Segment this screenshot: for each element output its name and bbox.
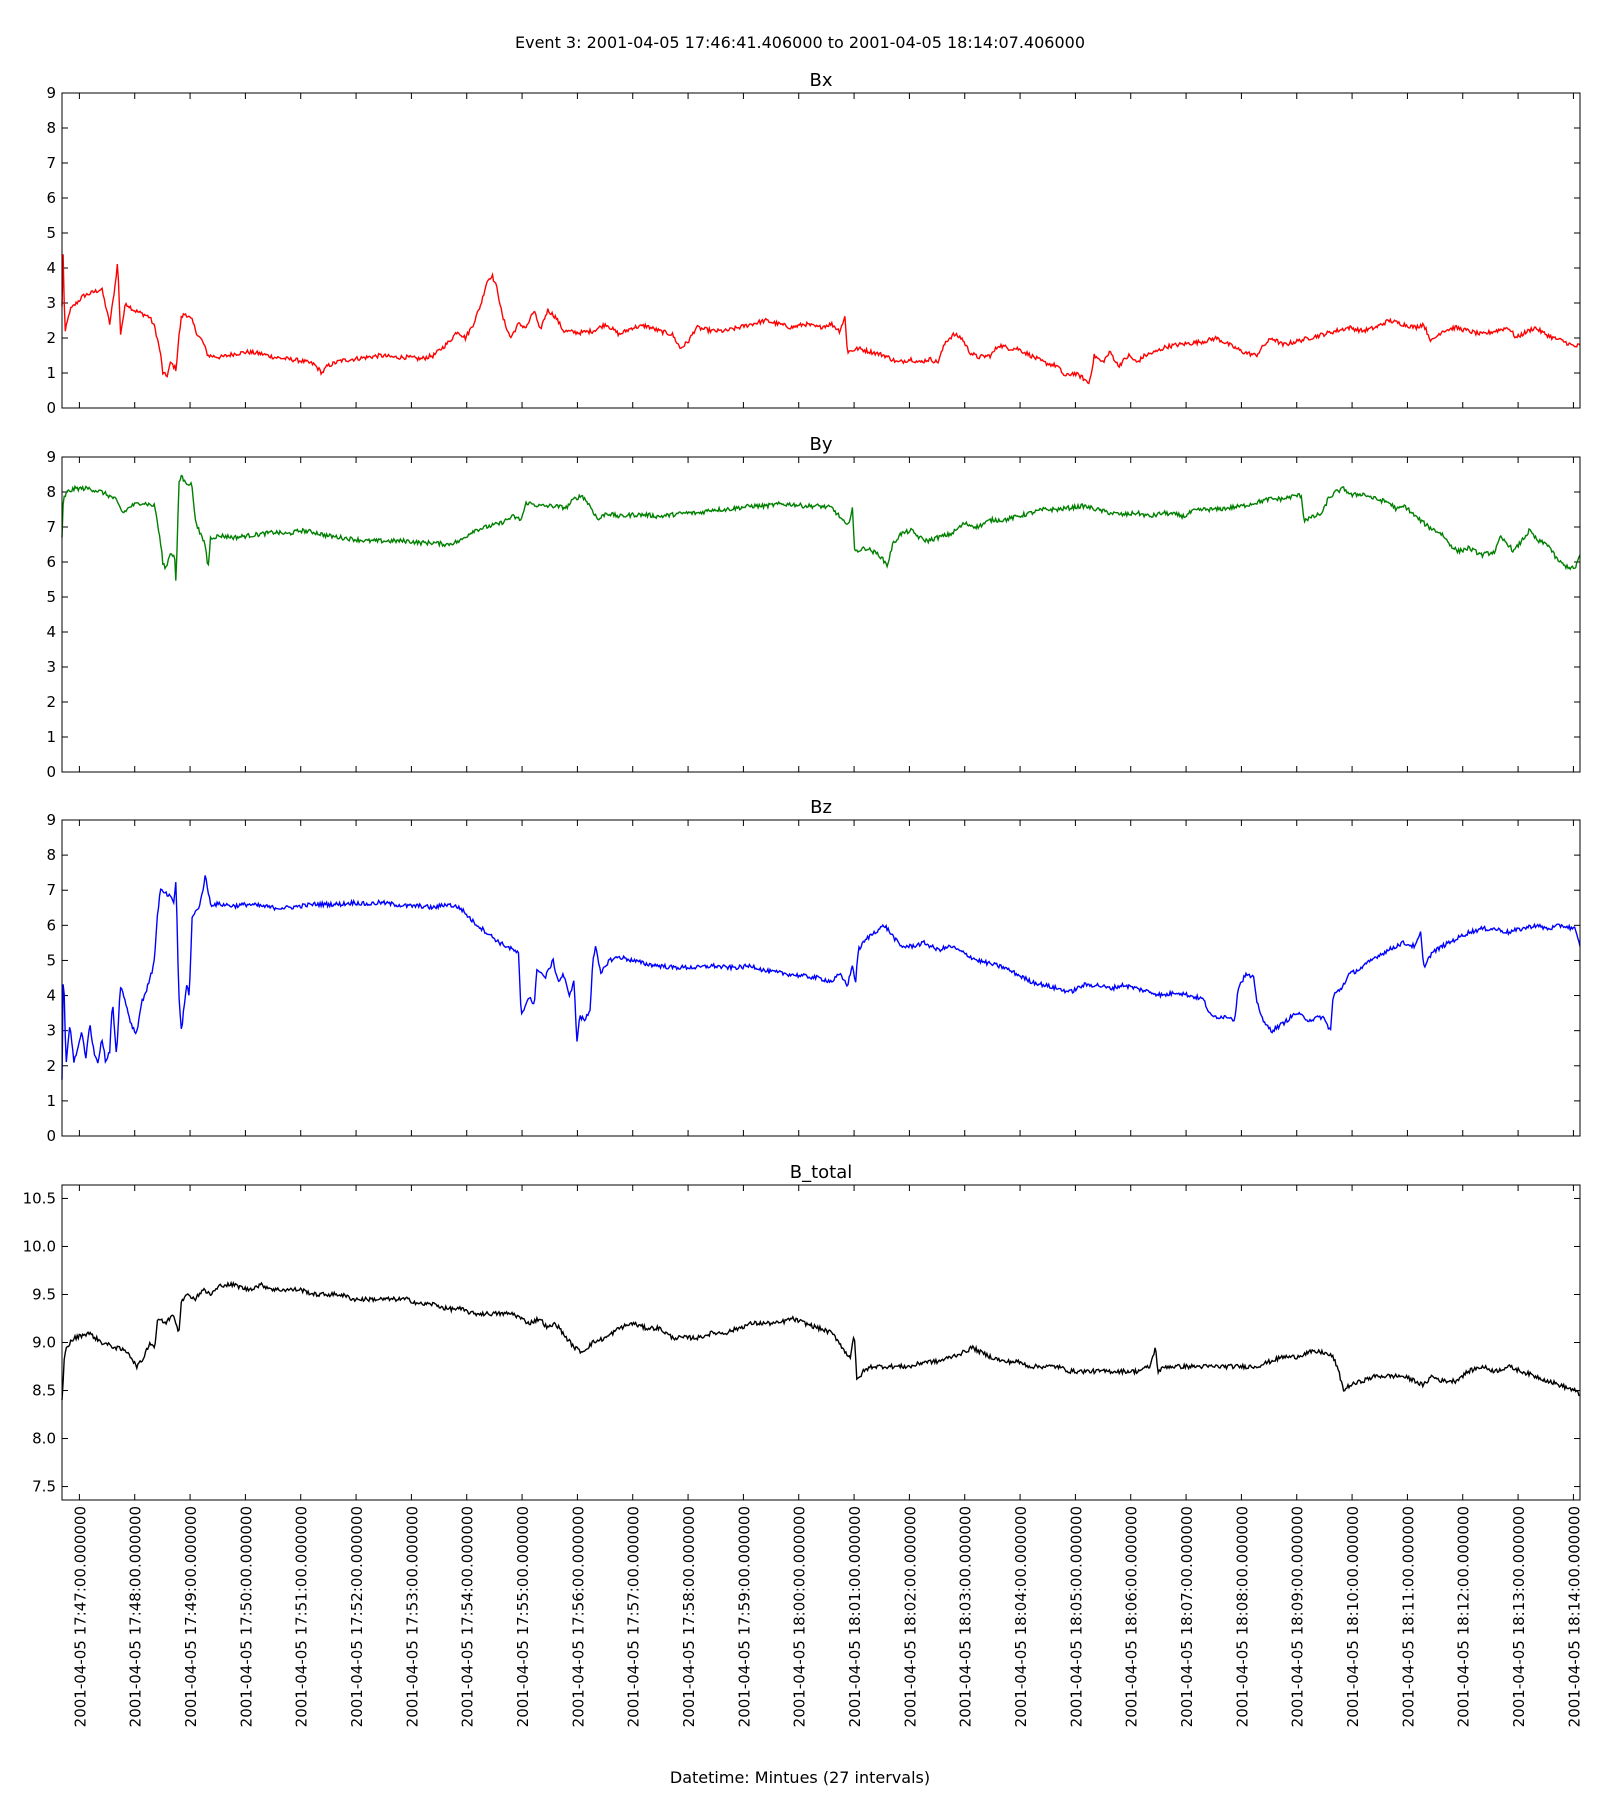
y-tick-label: 7 xyxy=(46,881,56,899)
x-tick-label: 2001-04-05 17:58:00.000000 xyxy=(680,1506,698,1727)
y-tick-label: 2 xyxy=(46,329,56,347)
panel-title: B_total xyxy=(790,1162,853,1183)
axes-frame xyxy=(61,1184,1581,1501)
x-tick-label: 2001-04-05 17:55:00.000000 xyxy=(514,1506,532,1727)
series-line xyxy=(61,254,1581,385)
figure-title: Event 3: 2001-04-05 17:46:41.406000 to 2… xyxy=(515,33,1085,52)
y-tick-label: 6 xyxy=(46,553,56,571)
x-tick-label: 2001-04-05 18:14:00.000000 xyxy=(1565,1506,1583,1727)
y-tick-label: 8 xyxy=(46,483,56,501)
x-tick-label: 2001-04-05 18:07:00.000000 xyxy=(1178,1506,1196,1727)
y-tick-label: 7.5 xyxy=(32,1478,56,1496)
axes-frame xyxy=(61,92,1581,409)
x-tick-label: 2001-04-05 17:50:00.000000 xyxy=(237,1506,255,1727)
y-tick-label: 8.5 xyxy=(32,1382,56,1400)
panel-bz: Bz 0 1 2 3 4 5 6 7 8 9 xyxy=(46,797,1581,1145)
y-tick-label: 9.5 xyxy=(32,1285,56,1303)
x-tick-label: 2001-04-05 17:56:00.000000 xyxy=(569,1506,587,1727)
axes-frame xyxy=(61,819,1581,1137)
y-tick-label: 9 xyxy=(46,811,56,829)
x-tick-label: 2001-04-05 17:53:00.000000 xyxy=(403,1506,421,1727)
y-tick-label: 2 xyxy=(46,693,56,711)
x-tick-label: 2001-04-05 17:49:00.000000 xyxy=(182,1506,200,1727)
x-tick-label: 2001-04-05 18:05:00.000000 xyxy=(1067,1506,1085,1727)
panel-by: By 0 1 2 3 4 5 6 7 8 9 xyxy=(46,434,1581,781)
x-tick-label: 2001-04-05 17:51:00.000000 xyxy=(293,1506,311,1727)
x-tick-label: 2001-04-05 18:04:00.000000 xyxy=(1012,1506,1030,1727)
y-tick-label: 4 xyxy=(46,987,56,1005)
x-tick-label: 2001-04-05 17:54:00.000000 xyxy=(459,1506,477,1727)
x-tick-label: 2001-04-05 17:52:00.000000 xyxy=(348,1506,366,1727)
y-tick-label: 4 xyxy=(46,259,56,277)
panel-title: Bz xyxy=(810,797,832,818)
x-tick-label: 2001-04-05 17:47:00.000000 xyxy=(71,1506,89,1727)
panel-b-total: B_total 7.5 8.0 8.5 9.0 9.5 10.0 10.5 xyxy=(23,1162,1581,1501)
y-tick-label: 5 xyxy=(46,224,56,242)
y-tick-label: 8 xyxy=(46,846,56,864)
x-tick-label: 2001-04-05 18:02:00.000000 xyxy=(901,1506,919,1727)
y-tick-label: 5 xyxy=(46,588,56,606)
y-tick-label: 5 xyxy=(46,951,56,969)
x-tick-label: 2001-04-05 17:59:00.000000 xyxy=(735,1506,753,1727)
y-tick-label: 1 xyxy=(46,364,56,382)
x-tick-label: 2001-04-05 18:12:00.000000 xyxy=(1455,1506,1473,1727)
y-tick-label: 10.5 xyxy=(23,1189,56,1207)
x-tick-label: 2001-04-05 18:10:00.000000 xyxy=(1344,1506,1362,1727)
panel-title: Bx xyxy=(809,70,832,91)
x-tick-label: 2001-04-05 17:48:00.000000 xyxy=(127,1506,145,1727)
y-tick-label: 3 xyxy=(46,294,56,312)
y-tick-label: 10.0 xyxy=(23,1237,56,1255)
y-tick-label: 9.0 xyxy=(32,1334,56,1352)
y-tick-label: 0 xyxy=(46,399,56,417)
panel-bx: Bx 0 1 2 3 4 5 6 7 8 9 xyxy=(46,70,1581,417)
series-line xyxy=(61,875,1581,1080)
y-tick-label: 3 xyxy=(46,658,56,676)
y-tick-label: 7 xyxy=(46,518,56,536)
panel-title: By xyxy=(809,434,832,455)
axes-frame xyxy=(61,456,1581,773)
y-tick-label: 0 xyxy=(46,1127,56,1145)
y-tick-label: 9 xyxy=(46,84,56,102)
y-tick-label: 6 xyxy=(46,916,56,934)
x-tick-label: 2001-04-05 18:09:00.000000 xyxy=(1289,1506,1307,1727)
x-tick-label: 2001-04-05 17:57:00.000000 xyxy=(625,1506,643,1727)
y-tick-label: 2 xyxy=(46,1057,56,1075)
y-tick-label: 8 xyxy=(46,119,56,137)
y-tick-label: 7 xyxy=(46,154,56,172)
y-tick-label: 1 xyxy=(46,728,56,746)
y-tick-label: 6 xyxy=(46,189,56,207)
x-tick-label: 2001-04-05 18:08:00.000000 xyxy=(1233,1506,1251,1727)
x-tick-label: 2001-04-05 18:11:00.000000 xyxy=(1399,1506,1417,1727)
x-axis-label: Datetime: Mintues (27 intervals) xyxy=(669,1768,931,1787)
y-tick-label: 9 xyxy=(46,448,56,466)
series-line xyxy=(61,1280,1581,1401)
y-tick-label: 3 xyxy=(46,1022,56,1040)
x-tick-label: 2001-04-05 18:13:00.000000 xyxy=(1510,1506,1528,1727)
y-tick-label: 4 xyxy=(46,623,56,641)
x-tick-label: 2001-04-05 18:03:00.000000 xyxy=(957,1506,975,1727)
y-tick-label: 0 xyxy=(46,763,56,781)
series-line xyxy=(61,474,1581,581)
x-tick-label: 2001-04-05 18:01:00.000000 xyxy=(846,1506,864,1727)
y-tick-label: 1 xyxy=(46,1092,56,1110)
x-tick-label: 2001-04-05 18:06:00.000000 xyxy=(1123,1506,1141,1727)
y-tick-label: 8.0 xyxy=(32,1430,56,1448)
x-tick-label: 2001-04-05 18:00:00.000000 xyxy=(791,1506,809,1727)
